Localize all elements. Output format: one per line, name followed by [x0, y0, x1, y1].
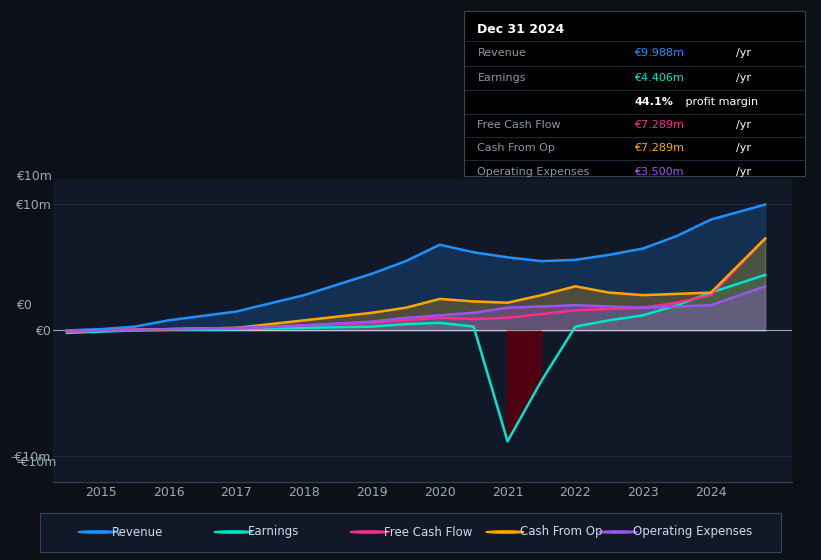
- Circle shape: [214, 531, 252, 533]
- Text: /yr: /yr: [736, 48, 751, 58]
- Text: €10m: €10m: [16, 170, 53, 183]
- Text: Revenue: Revenue: [112, 525, 163, 539]
- Text: Free Cash Flow: Free Cash Flow: [478, 120, 561, 130]
- Circle shape: [486, 531, 524, 533]
- Text: Operating Expenses: Operating Expenses: [478, 167, 589, 178]
- Text: 44.1%: 44.1%: [635, 97, 673, 107]
- Text: Cash From Op: Cash From Op: [478, 143, 555, 153]
- Text: Earnings: Earnings: [478, 73, 526, 83]
- Text: Dec 31 2024: Dec 31 2024: [478, 23, 565, 36]
- Text: €3.500m: €3.500m: [635, 167, 684, 178]
- Text: €7.289m: €7.289m: [635, 120, 684, 130]
- Text: Free Cash Flow: Free Cash Flow: [384, 525, 472, 539]
- Text: profit margin: profit margin: [682, 97, 758, 107]
- FancyBboxPatch shape: [40, 513, 781, 552]
- Text: /yr: /yr: [736, 167, 751, 178]
- Text: Earnings: Earnings: [248, 525, 300, 539]
- Circle shape: [78, 531, 116, 533]
- Text: €0: €0: [16, 298, 32, 312]
- Text: €4.406m: €4.406m: [635, 73, 684, 83]
- Text: Revenue: Revenue: [478, 48, 526, 58]
- Text: /yr: /yr: [736, 120, 751, 130]
- Text: /yr: /yr: [736, 143, 751, 153]
- Circle shape: [599, 531, 637, 533]
- Text: Cash From Op: Cash From Op: [520, 525, 603, 539]
- Text: Operating Expenses: Operating Expenses: [633, 525, 753, 539]
- Circle shape: [350, 531, 388, 533]
- Text: /yr: /yr: [736, 73, 751, 83]
- Text: €7.289m: €7.289m: [635, 143, 684, 153]
- Text: €9.988m: €9.988m: [635, 48, 684, 58]
- Text: -€10m: -€10m: [16, 455, 57, 469]
